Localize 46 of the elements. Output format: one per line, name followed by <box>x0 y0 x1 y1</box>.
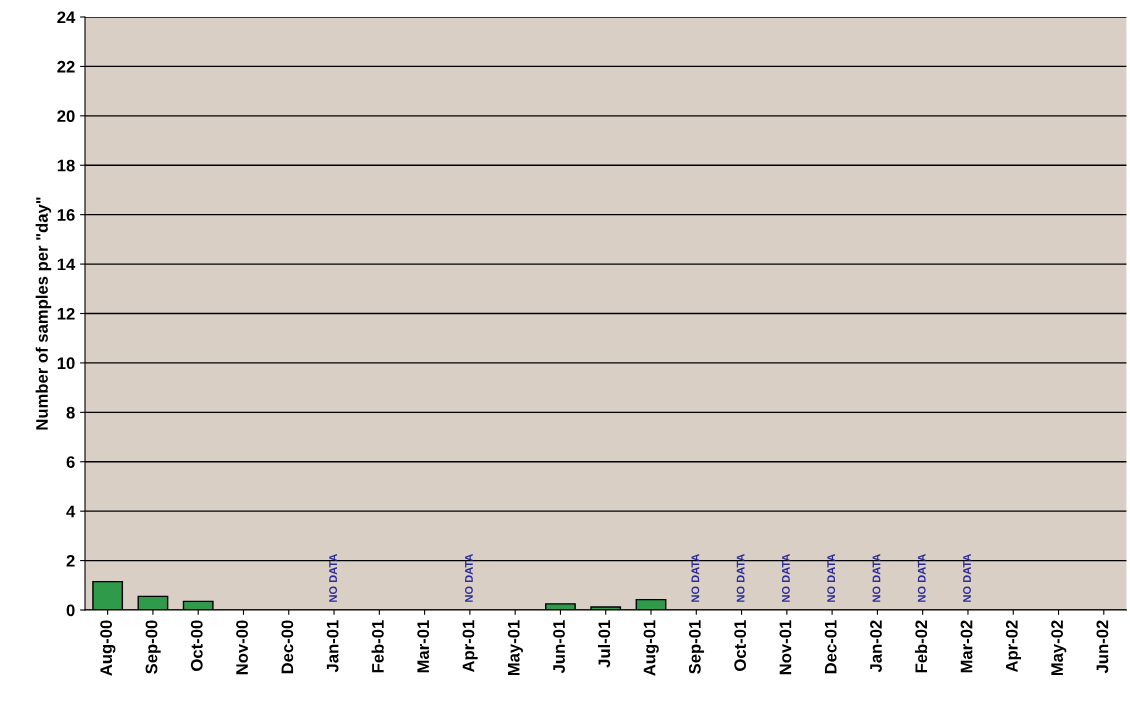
text: NO DATA <box>329 553 338 602</box>
y-tick-label: 24 <box>57 11 76 24</box>
x-tick-label: Sep-00 <box>145 620 161 674</box>
y-tick-label: 2 <box>66 554 75 567</box>
y-tick-label: 18 <box>57 159 75 172</box>
x-tick-label: Jan-01 <box>326 620 339 673</box>
x-tick-label: Mar-02 <box>960 620 973 673</box>
text: NO DATA <box>691 553 700 602</box>
x-tick-label: Mar-01 <box>417 620 430 673</box>
text: NO DATA <box>736 553 745 602</box>
x-tick-label: Jun-01 <box>553 620 565 674</box>
x-tick-label: Apr-02 <box>1005 620 1022 673</box>
y-tick-label: 12 <box>57 307 75 320</box>
x-tick-label: Dec-00 <box>281 620 294 674</box>
text: NO DATA <box>872 553 881 602</box>
text: NO DATA <box>827 553 836 602</box>
y-tick-label: 14 <box>57 258 76 271</box>
y-tick-label: 4 <box>66 505 76 518</box>
text: NO DATA <box>917 553 926 602</box>
x-tick-label: Feb-01 <box>371 620 384 673</box>
text: NO DATA <box>781 553 790 602</box>
x-tick-label: Jun-02 <box>1096 620 1109 674</box>
y-tick-label: 6 <box>66 456 75 468</box>
x-tick-label: Aug-00 <box>100 620 116 676</box>
y-tick-label: 8 <box>66 406 75 419</box>
y-tick-label: 16 <box>57 209 75 221</box>
text: NO DATA <box>464 553 473 602</box>
x-tick-label: Nov-00 <box>236 620 248 675</box>
x-tick-label: Oct-00 <box>190 620 203 671</box>
x-tick-label: Feb-02 <box>914 620 928 673</box>
y-tick-label: 10 <box>57 357 75 370</box>
x-tick-label: May-02 <box>1051 620 1067 676</box>
text: NO DATA <box>963 553 971 602</box>
x-tick-label: Apr-01 <box>462 620 478 673</box>
y-tick-label: 0 <box>66 604 75 617</box>
x-tick-label: Aug-01 <box>643 620 659 676</box>
y-tick-label: 20 <box>57 110 75 123</box>
x-tick-label: Oct-01 <box>734 620 747 671</box>
x-tick-label: Dec-01 <box>824 620 837 674</box>
y-axis-title: Number of samples per "day" <box>35 197 52 430</box>
x-tick-label: Nov-01 <box>779 620 792 675</box>
x-tick-label: Jan-02 <box>870 620 882 673</box>
x-tick-label: Jul-01 <box>597 620 611 668</box>
y-tick-label: 22 <box>57 60 75 73</box>
x-tick-label: Sep-01 <box>688 620 705 674</box>
x-tick-label: May-01 <box>507 620 523 676</box>
